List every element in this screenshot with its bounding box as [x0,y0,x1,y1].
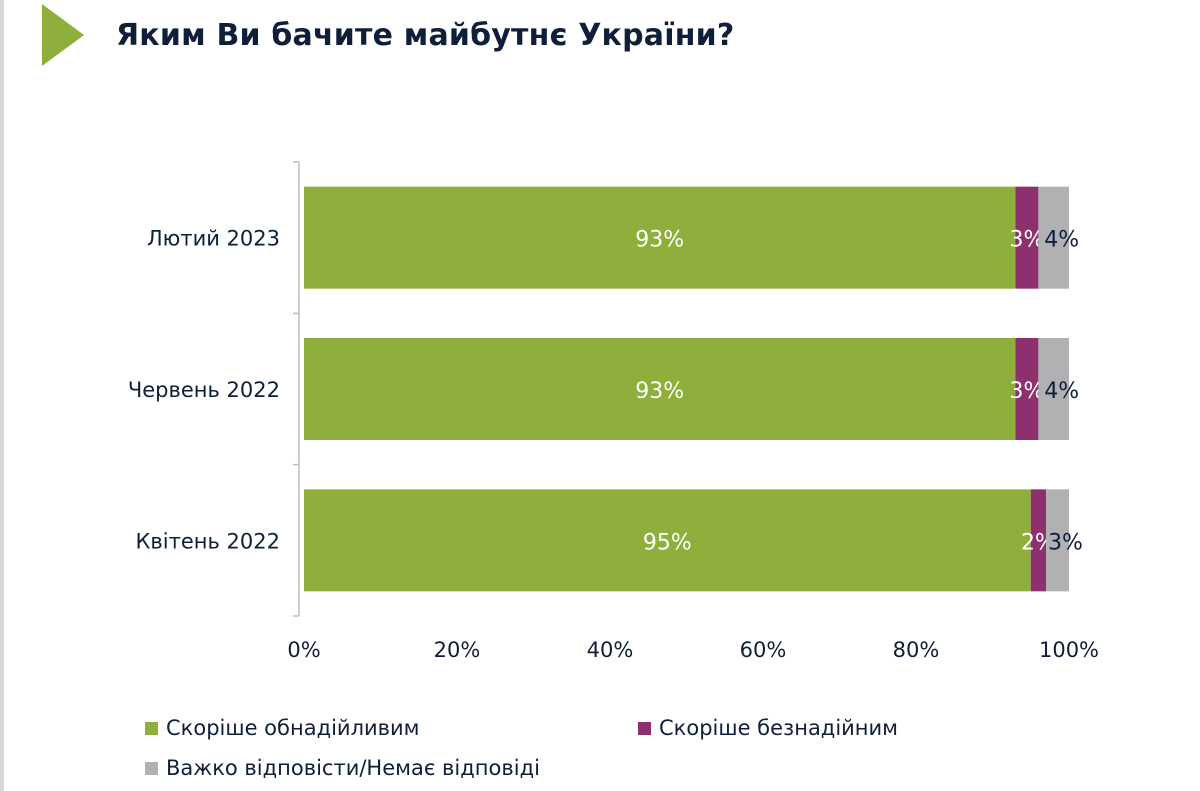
data-label: 4% [1044,228,1079,253]
data-label: 93% [635,379,684,404]
x-tick-label: 80% [893,638,940,662]
x-tick-label: 0% [287,638,320,662]
data-label: 4% [1044,379,1079,404]
bar-segment [1038,186,1069,289]
x-tick-label: 40% [587,638,634,662]
bar-segment [304,489,1031,592]
chart-title: Яким Ви бачите майбутнє України? [116,18,735,53]
legend-item-hard-to-say: Важко відповісти/Немає відповіді [145,756,540,780]
data-label: 93% [635,228,684,253]
legend-item-hopeless: Скоріше безнадійним [638,716,898,740]
bar-segment [1015,338,1039,440]
category-label: Квітень 2022 [136,529,281,553]
bar-segment [1046,489,1069,592]
bar-segment [1015,186,1039,289]
x-tick-label: 60% [740,638,787,662]
data-label: 3% [1048,530,1083,555]
triangle-bullet-icon [42,4,84,66]
x-tick-label: 20% [434,638,481,662]
legend-label: Скоріше безнадійним [659,716,899,740]
x-tick-label: 100% [1039,638,1099,662]
legend-item-hopeful: Скоріше обнадійливим [145,716,420,740]
legend-swatch [638,721,651,735]
bar-segment [1038,338,1069,440]
bar-segment [304,338,1016,440]
legend-swatch [145,721,158,735]
bar-segment [1030,489,1047,592]
slide-edge [0,0,4,791]
legend-label: Важко відповісти/Немає відповіді [166,756,540,780]
legend-label: Скоріше обнадійливим [166,716,420,740]
data-label: 95% [643,530,692,555]
category-label: Червень 2022 [128,378,280,402]
category-label: Лютий 2023 [147,227,280,251]
bar-segment [304,186,1016,289]
legend-swatch [145,761,158,775]
